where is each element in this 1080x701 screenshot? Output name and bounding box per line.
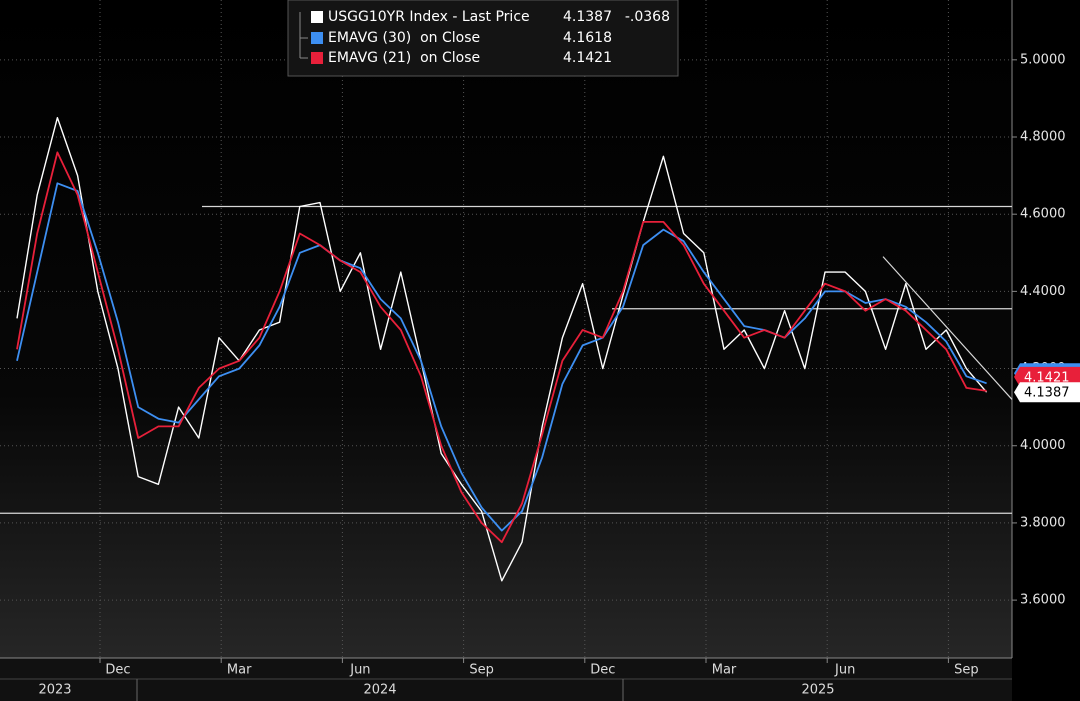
x-tick-label: Mar — [227, 663, 252, 678]
legend-box — [287, 0, 679, 77]
y-tick-label: 3.6000 — [1020, 593, 1066, 608]
legend-swatch — [311, 32, 323, 44]
x-tick-label: Sep — [469, 663, 494, 678]
x-tick-label: Jun — [834, 663, 855, 678]
y-axis-area — [1012, 0, 1080, 701]
x-tick-label: Mar — [712, 663, 737, 678]
price-badge — [1014, 382, 1080, 403]
legend-label: EMAVG (21) on Close — [328, 50, 480, 66]
legend-value: 4.1618 — [563, 30, 612, 46]
legend-change: -.0368 — [625, 9, 670, 25]
price-badge-label: 4.1421 — [1024, 370, 1070, 385]
year-label: 2024 — [363, 683, 396, 698]
legend: USGG10YR Index - Last Price 4.1387 EMAVG (… — [287, 0, 679, 77]
legend-value: 4.1421 — [563, 50, 612, 66]
y-tick-label: 3.8000 — [1020, 515, 1066, 530]
legend-tree — [299, 12, 308, 59]
x-tick-label: Jun — [349, 663, 370, 678]
trend-line — [882, 256, 1013, 400]
y-tick-label: 4.0000 — [1020, 438, 1066, 453]
price-badge-label: 4.1387 — [1024, 386, 1070, 401]
y-tick-label: 5.0000 — [1020, 52, 1066, 67]
plot-background — [0, 0, 1012, 658]
legend-value: 4.1387 — [563, 9, 612, 25]
legend-label: EMAVG (30) on Close — [328, 30, 480, 46]
x-tick-label: Dec — [105, 663, 130, 678]
y-tick-label: 4.4000 — [1020, 284, 1066, 299]
ema-line — [16, 151, 987, 544]
price-badge — [1014, 366, 1080, 387]
legend-swatch — [311, 52, 323, 64]
legend-swatch — [311, 11, 323, 23]
ema-line — [16, 182, 987, 532]
legend-label: USGG10YR Index - Last Price — [328, 9, 530, 25]
year-label: 2023 — [38, 683, 71, 698]
price-line — [16, 117, 988, 582]
x-tick-label: Sep — [954, 663, 979, 678]
year-label: 2025 — [801, 683, 834, 698]
y-tick-label: 4.6000 — [1020, 207, 1066, 222]
y-tick-label: 4.8000 — [1020, 130, 1066, 145]
marks — [0, 117, 1013, 582]
x-tick-label: Dec — [590, 663, 615, 678]
